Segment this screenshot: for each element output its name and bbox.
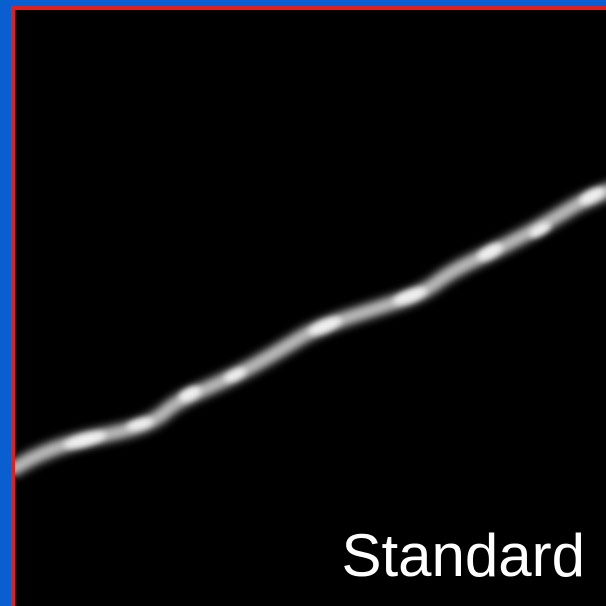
image-frame: Standard: [0, 0, 606, 606]
image: [15, 10, 606, 606]
filament: [15, 10, 606, 606]
caption: Standard: [341, 520, 585, 592]
filament-highlights: [62, 184, 606, 451]
